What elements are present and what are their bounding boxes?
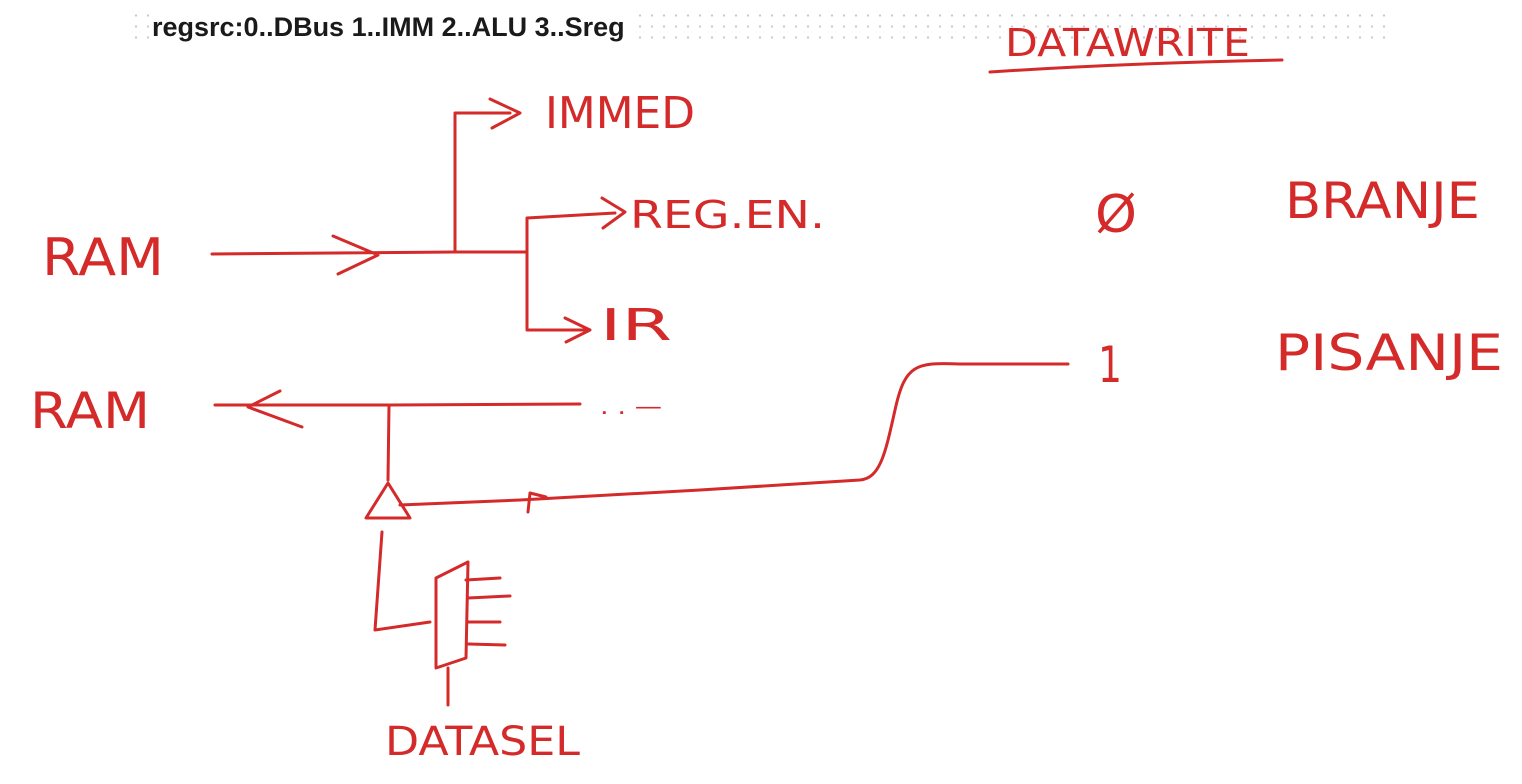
datawrite-underline	[988, 58, 1284, 74]
branje-label: BRANJE	[1285, 172, 1480, 230]
mux-input-lines	[464, 576, 512, 647]
control-line-tick	[526, 491, 548, 514]
header-note: regsrc:0..DBus 1..IMM 2..ALU 3..Sreg	[150, 9, 631, 45]
datasel-label: DATASEL	[385, 719, 581, 765]
pisanje-label: PISANJE	[1275, 324, 1503, 382]
datawrite-value-one: 1	[1098, 336, 1122, 394]
datawrite-control-line	[398, 362, 1070, 507]
datawrite-title: DATAWRITE	[1005, 21, 1250, 65]
datawrite-value-zero: Ø	[1095, 185, 1137, 245]
immed-label: IMMED	[545, 88, 695, 139]
reg-en-branch-line	[525, 196, 627, 254]
datasel-mux-symbol	[434, 560, 470, 670]
output-bus-dots: . . —	[600, 395, 662, 420]
ram-output-label: RAM	[30, 382, 150, 440]
buffer-to-mux-line	[373, 530, 432, 632]
reg-en-label: REG.EN.	[630, 193, 825, 237]
ram-to-bus-arrow	[210, 234, 457, 276]
ir-branch-line	[525, 250, 592, 344]
tristate-buffer-symbol	[364, 481, 412, 520]
ram-input-label: RAM	[42, 228, 164, 288]
output-bus-line	[213, 389, 582, 429]
immed-branch-line	[453, 97, 522, 254]
ir-label: IR	[600, 300, 672, 351]
buffer-stem	[386, 403, 391, 482]
